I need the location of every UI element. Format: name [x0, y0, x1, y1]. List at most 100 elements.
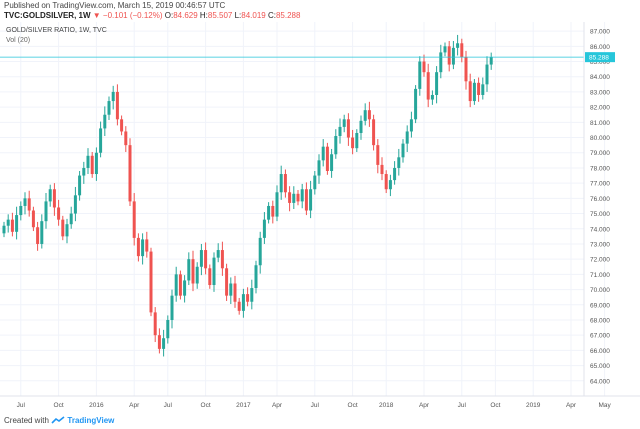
close-value: 85.288 [275, 11, 301, 20]
price-tick-label: 75.000 [590, 211, 610, 218]
candle-body [78, 175, 82, 196]
candle-body [313, 175, 317, 190]
candle-body [346, 119, 350, 138]
candle-body [376, 145, 380, 165]
time-tick-label: Apr [419, 402, 430, 409]
last-price-tag-label: 85.288 [589, 55, 609, 62]
candle-body [393, 167, 397, 181]
candle-body [451, 47, 455, 65]
candle-body [275, 192, 279, 217]
candle-body [86, 155, 90, 168]
high-label: H: [199, 11, 208, 20]
candle-body [338, 126, 342, 137]
time-tick-label: Apr [566, 402, 577, 409]
candle-body [187, 259, 191, 281]
tradingview-brand[interactable]: TradingView [67, 416, 115, 425]
price-tick-label: 82.000 [590, 105, 610, 112]
price-tick-label: 80.000 [590, 135, 610, 142]
candle-body [321, 146, 325, 161]
candle-body [430, 94, 434, 100]
price-tick-label: 70.000 [590, 287, 610, 294]
price-axis[interactable]: 64.000 65.000 66.000 67.000 68.000 69.000 70.0… [590, 29, 610, 386]
candle-body [199, 250, 203, 267]
candle-body [481, 84, 485, 95]
open-value: 84.629 [173, 11, 198, 20]
candle-body [330, 154, 334, 171]
candle-body [439, 52, 443, 73]
candle-body [397, 157, 401, 168]
time-tick-label: Jul [311, 402, 320, 409]
candle-body [111, 91, 115, 102]
candle-body [191, 259, 195, 284]
low-value: 84.019 [241, 11, 266, 20]
candle-body [401, 143, 405, 158]
candle-body [460, 43, 464, 57]
candle-body [468, 81, 472, 102]
candle-body [300, 189, 304, 202]
candle-body [317, 160, 321, 176]
candle-body [120, 119, 124, 132]
candle-body [166, 319, 170, 339]
tradingview-logo-icon [51, 416, 65, 424]
candle-body [212, 257, 216, 286]
candle-body [292, 193, 296, 203]
candle-body [241, 294, 245, 311]
candle-body [149, 251, 153, 313]
price-tick-label: 73.000 [590, 241, 610, 248]
candle-body [40, 221, 44, 244]
time-tick-label: Oct [201, 402, 211, 409]
time-tick-label: Oct [348, 402, 358, 409]
candle-body [2, 225, 6, 234]
price-tick-label: 85.000 [590, 59, 610, 66]
close-label: C: [267, 11, 276, 20]
candle-body [422, 61, 426, 73]
candle-body [23, 198, 27, 206]
time-tick-label: 2018 [379, 402, 394, 409]
candle-body [288, 192, 292, 203]
time-tick-label: Apr [272, 402, 283, 409]
candle-body [124, 131, 128, 146]
candle-body [443, 46, 447, 53]
candle-body [418, 61, 422, 89]
candle-body [359, 120, 363, 133]
time-axis[interactable]: Jul Oct 2016 Apr Jul Oct 2017 Apr Jul Oct 2018 Apr J… [17, 402, 612, 409]
time-tick-label: Jul [164, 402, 173, 409]
price-tick-label: 81.000 [590, 120, 610, 127]
candle-body [115, 91, 119, 120]
candle-body [132, 201, 136, 238]
candle-body [52, 189, 56, 208]
candle-body [477, 82, 481, 95]
price-tick-label: 84.000 [590, 74, 610, 81]
time-tick-label: 2019 [526, 402, 541, 409]
candlestick-chart[interactable]: 64.000 65.000 66.000 67.000 68.000 69.000 70.0… [0, 22, 640, 414]
candle-body [145, 239, 149, 252]
created-with-text: Created with [4, 416, 49, 425]
candle-body [48, 189, 52, 202]
candle-body [183, 280, 187, 296]
candle-body [204, 250, 208, 269]
price-change: ▼ −0.101 (−0.12%) [92, 11, 163, 20]
candle-body [489, 57, 493, 65]
grid-lines [0, 22, 606, 396]
price-tick-label: 76.000 [590, 196, 610, 203]
candle-body [384, 174, 388, 190]
candle-body [271, 205, 275, 217]
candle-body [103, 114, 107, 129]
candle-body [237, 301, 241, 311]
candle-body [405, 131, 409, 144]
chart-title: GOLD/SILVER RATIO, 1W, TVC [6, 27, 107, 34]
candle-body [456, 43, 460, 48]
volume-indicator-label[interactable]: Vol (20) [6, 37, 31, 44]
candle-body [414, 88, 418, 120]
candle-body [94, 152, 98, 175]
price-tick-label: 64.000 [590, 378, 610, 385]
candle-body [250, 288, 254, 302]
low-label: L: [234, 11, 242, 20]
candles [2, 34, 493, 357]
candle-body [372, 119, 376, 146]
candle-body [426, 72, 430, 100]
price-tick-label: 65.000 [590, 363, 610, 370]
candle-body [128, 145, 132, 202]
price-tick-label: 74.000 [590, 226, 610, 233]
price-tick-label: 67.000 [590, 333, 610, 340]
